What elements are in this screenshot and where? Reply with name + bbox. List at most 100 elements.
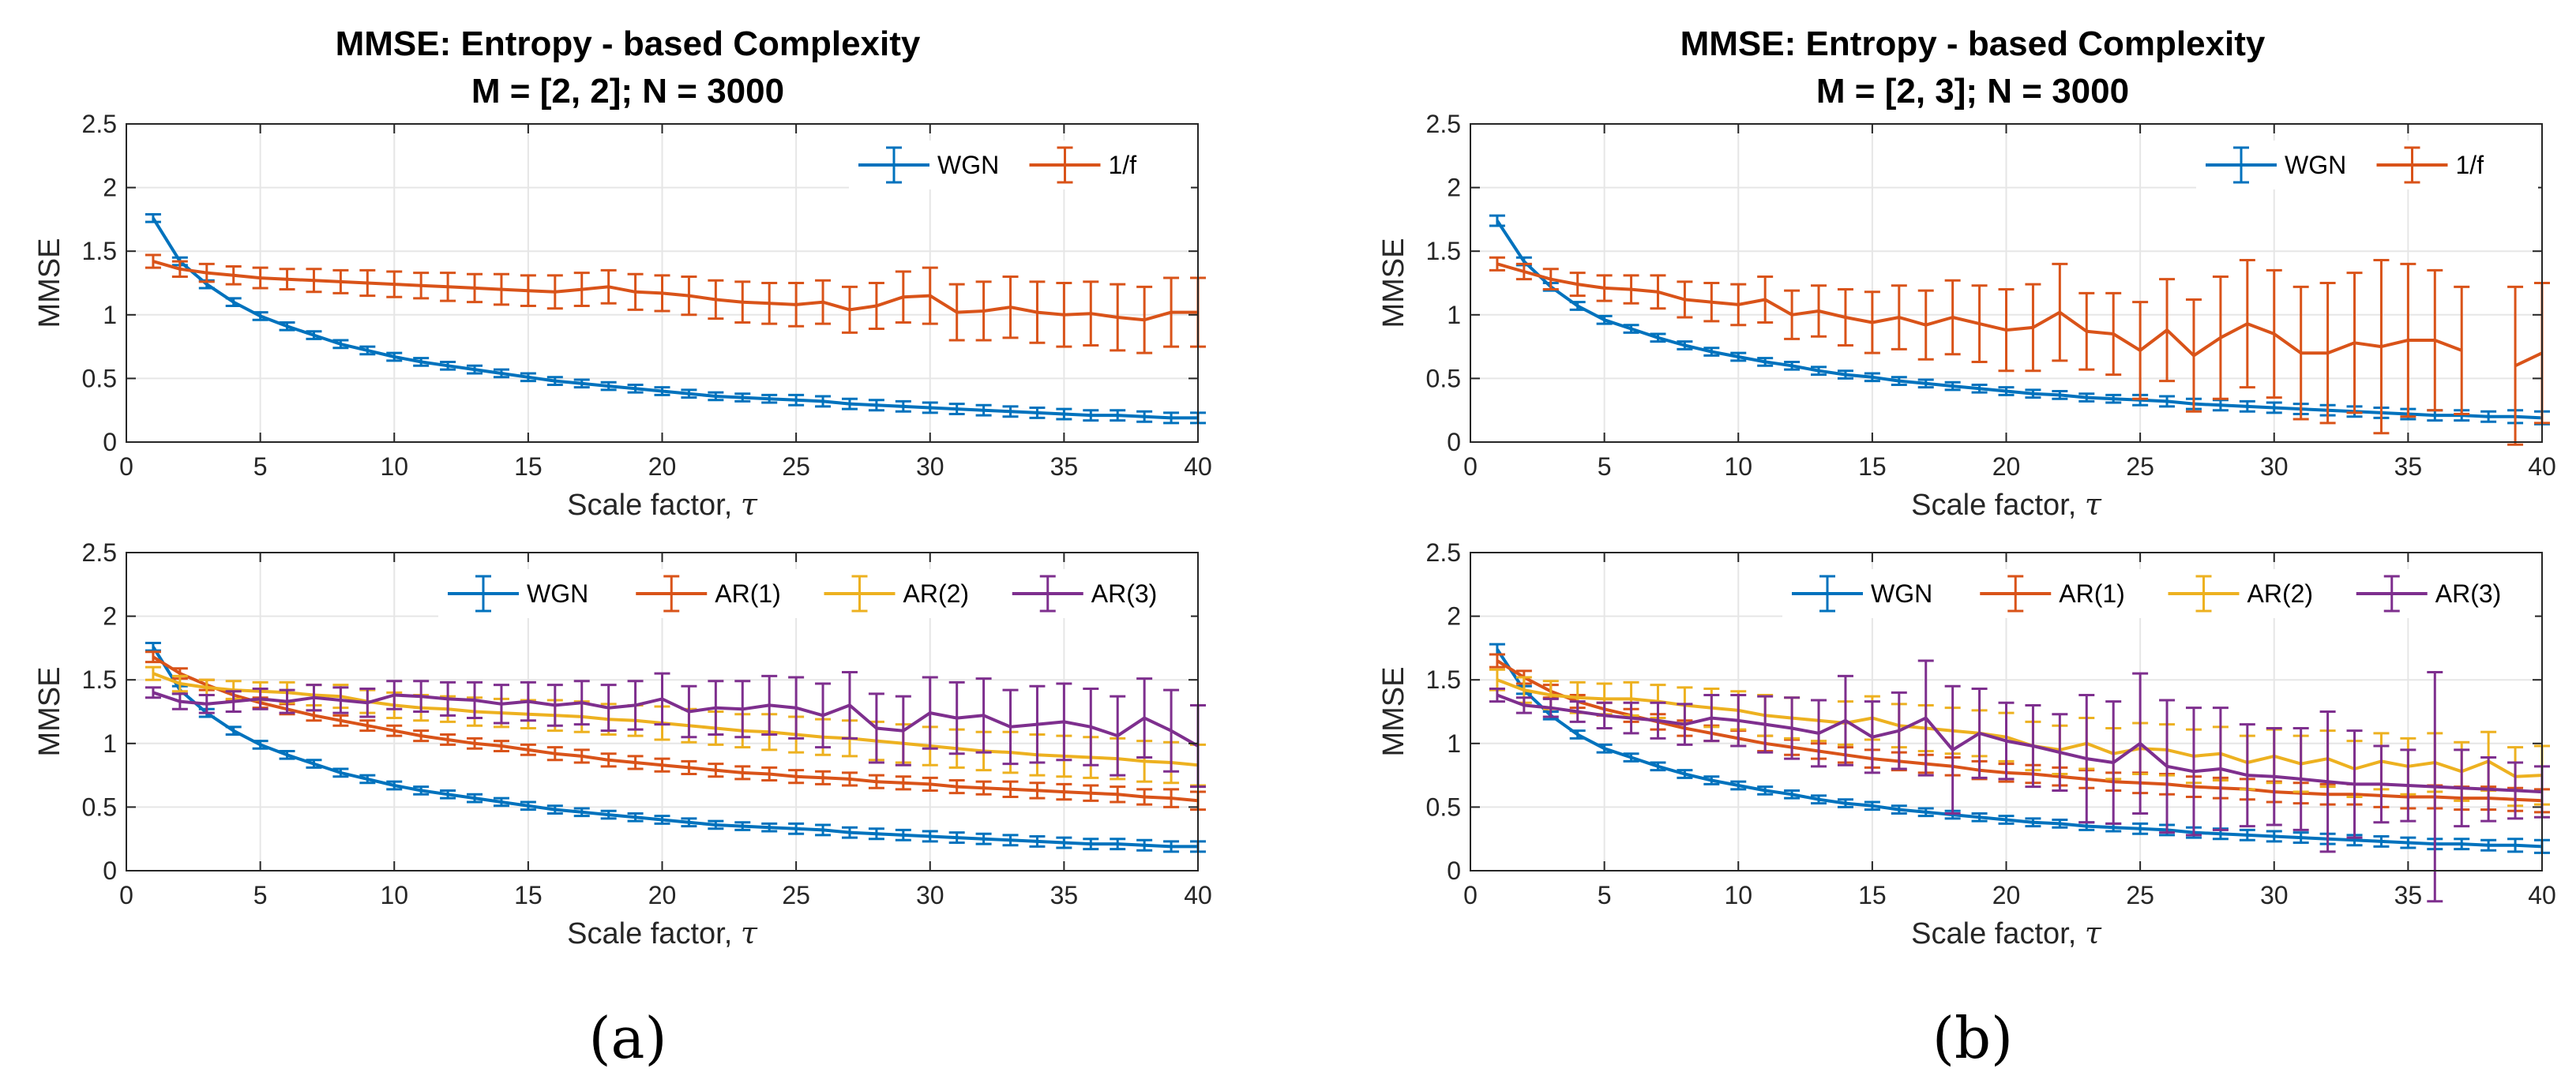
errorbar bbox=[1811, 284, 1827, 338]
errorbar bbox=[708, 391, 724, 402]
errorbar bbox=[413, 272, 430, 300]
errorbar bbox=[252, 740, 268, 750]
errorbar bbox=[2025, 283, 2041, 373]
errorbar bbox=[2292, 831, 2309, 845]
x-tick-label: 15 bbox=[1858, 881, 1887, 909]
errorbar bbox=[1917, 378, 1934, 389]
errorbar bbox=[546, 804, 563, 815]
errorbar bbox=[1029, 280, 1046, 344]
errorbar bbox=[1083, 409, 1099, 422]
x-axis-label: Scale factor, τ bbox=[567, 487, 758, 522]
errorbar bbox=[1569, 729, 1586, 740]
errorbar bbox=[2346, 272, 2363, 414]
errorbar bbox=[868, 282, 884, 331]
errorbar bbox=[627, 680, 644, 731]
legend-item: AR(1) bbox=[636, 575, 781, 613]
errorbar bbox=[1891, 691, 1907, 770]
errorbar bbox=[225, 265, 242, 286]
errorbar bbox=[895, 775, 911, 791]
legend: WGN 1/f bbox=[849, 141, 1191, 189]
x-tick-label: 10 bbox=[1724, 452, 1752, 481]
errorbar bbox=[600, 752, 617, 768]
x-tick-label: 20 bbox=[1992, 452, 2021, 481]
errorbar bbox=[1757, 785, 1774, 796]
legend-item: AR(1) bbox=[1980, 575, 2125, 613]
errorbar bbox=[2319, 710, 2336, 853]
errorbar bbox=[1489, 256, 1505, 272]
errorbar bbox=[788, 769, 805, 785]
errorbar bbox=[1998, 701, 2015, 781]
errorbar bbox=[2266, 830, 2282, 843]
legend-label: WGN bbox=[527, 579, 588, 608]
errorbar bbox=[2212, 275, 2229, 400]
legend-item: 1/f bbox=[2376, 146, 2484, 184]
errorbar bbox=[2373, 834, 2390, 848]
errorbar bbox=[734, 392, 751, 403]
errorbar bbox=[1489, 214, 1505, 227]
x-tick-label: 25 bbox=[782, 452, 810, 481]
errorbar bbox=[2052, 390, 2068, 400]
errorbar bbox=[2132, 301, 2149, 400]
errorbar bbox=[252, 687, 268, 710]
errorbar bbox=[2507, 838, 2524, 853]
errorbar bbox=[788, 676, 805, 740]
chart-b-title-line2: M = [2, 3]; N = 3000 bbox=[1816, 72, 2129, 111]
y-tick-label: 0 bbox=[1447, 428, 1461, 456]
errorbar bbox=[1029, 684, 1046, 764]
errorbar bbox=[600, 268, 617, 305]
errorbar bbox=[1596, 743, 1613, 754]
errorbar bbox=[386, 780, 403, 791]
errorbar bbox=[493, 368, 509, 379]
errorbar bbox=[1650, 274, 1666, 310]
series-ar-3- bbox=[145, 671, 1206, 789]
errorbar bbox=[2266, 268, 2282, 399]
errorbar bbox=[922, 266, 938, 325]
errorbar bbox=[1136, 410, 1153, 423]
errorbar bbox=[2373, 744, 2390, 824]
errorbar bbox=[493, 272, 509, 306]
errorbar bbox=[627, 812, 644, 823]
series-line bbox=[2514, 351, 2543, 368]
x-tick-label: 25 bbox=[782, 881, 810, 909]
errorbar bbox=[573, 378, 590, 389]
errorbar bbox=[2185, 298, 2202, 413]
errorbar bbox=[467, 272, 483, 304]
errorbar bbox=[1917, 289, 1934, 361]
errorbar bbox=[1650, 332, 1666, 343]
panel-label-a: (a) bbox=[588, 1005, 667, 1071]
errorbar bbox=[761, 766, 778, 782]
legend-label: AR(1) bbox=[715, 579, 781, 608]
errorbar bbox=[1703, 775, 1720, 785]
errorbar bbox=[198, 262, 215, 283]
errorbar bbox=[868, 827, 884, 841]
errorbar bbox=[1677, 280, 1693, 319]
y-tick-label: 1.5 bbox=[1426, 665, 1461, 694]
legend-label: AR(2) bbox=[2247, 579, 2314, 608]
errorbar bbox=[279, 688, 295, 714]
errorbar bbox=[1623, 324, 1639, 334]
errorbar bbox=[1110, 785, 1126, 804]
y-tick-label: 0.5 bbox=[82, 364, 117, 392]
errorbar bbox=[1569, 272, 1586, 298]
errorbar bbox=[681, 817, 697, 828]
errorbar bbox=[1891, 376, 1907, 386]
errorbar bbox=[359, 345, 376, 356]
errorbar bbox=[815, 770, 832, 785]
series-line bbox=[1496, 219, 2543, 420]
errorbar bbox=[600, 380, 617, 392]
errorbar bbox=[2239, 258, 2255, 389]
errorbar bbox=[868, 774, 884, 789]
errorbar bbox=[1542, 268, 1559, 291]
errorbar bbox=[1864, 700, 1880, 774]
errorbar bbox=[2266, 726, 2282, 826]
errorbar bbox=[654, 386, 670, 396]
legend-item: AR(3) bbox=[2356, 575, 2501, 613]
series-ar-3- bbox=[1489, 659, 2550, 903]
legend-item: WGN bbox=[448, 575, 588, 613]
errorbar bbox=[841, 826, 858, 839]
errorbar bbox=[493, 740, 509, 752]
errorbar bbox=[1837, 798, 1853, 808]
y-tick-label: 0.5 bbox=[1426, 793, 1461, 821]
errorbar bbox=[948, 831, 965, 845]
